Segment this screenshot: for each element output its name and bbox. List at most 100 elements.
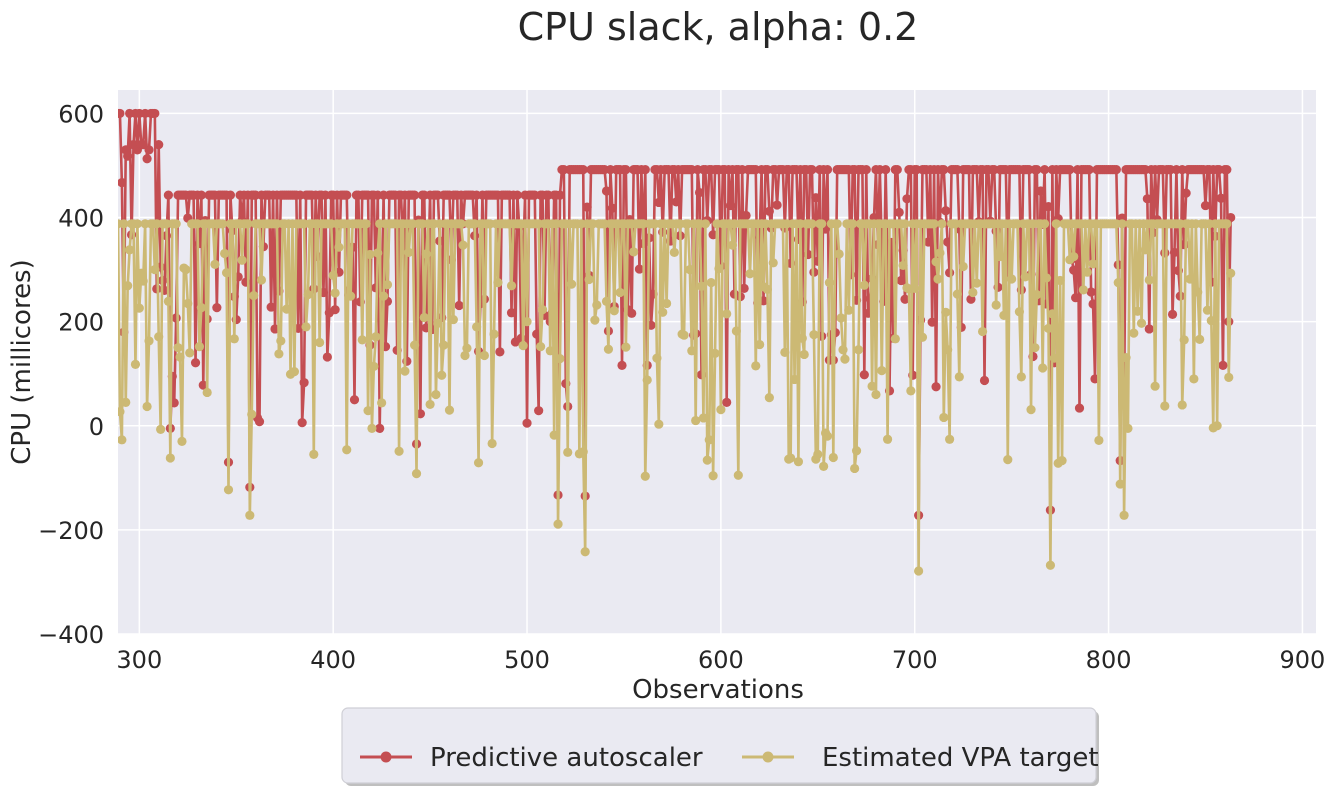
data-point [1084,165,1094,175]
data-point [282,304,292,314]
data-point [487,438,497,449]
data-point [731,326,741,336]
data-point [495,347,505,357]
data-point [939,412,949,423]
data-point [755,339,765,350]
data-point [935,248,945,258]
data-point [607,203,617,213]
data-point [943,345,953,355]
data-point [154,332,164,342]
data-point [1119,510,1129,520]
data-point [243,219,253,229]
data-point [163,296,173,306]
legend-item-vpa: Estimated VPA target [742,743,1099,773]
data-point [394,446,404,456]
data-point [563,447,573,457]
data-point [411,469,422,479]
data-point [929,219,939,229]
data-point [1115,479,1125,489]
data-point [1189,374,1199,384]
data-point [532,329,542,339]
legend-label-predictive: Predictive autoscaler [430,743,703,773]
data-point [906,386,916,396]
data-point [534,406,544,416]
data-point [297,418,307,428]
data-point [979,375,990,386]
data-point [460,350,470,361]
data-point [977,326,988,337]
data-point [361,219,371,229]
data-point [580,547,590,557]
data-point [914,566,924,576]
data-point [584,274,594,285]
data-point [221,268,232,278]
data-point [123,151,133,161]
data-point [274,349,284,359]
data-point [163,190,173,200]
data-point [832,219,842,229]
y-axis-label: CPU (millicores) [7,259,37,465]
data-point [1160,248,1170,258]
data-point [877,365,887,376]
data-point [923,237,933,247]
data-point [727,240,738,250]
data-point [609,306,619,316]
y-tick-labels: −400 −200 0 200 400 600 [38,100,104,649]
data-point [536,342,546,352]
data-point [545,346,555,356]
data-point [154,140,164,150]
data-point [931,382,941,392]
data-point [722,397,732,407]
data-point [454,300,464,311]
data-point [807,165,817,175]
data-point [1167,309,1178,319]
data-point [512,190,522,200]
data-point [196,303,206,313]
data-point [1160,401,1170,411]
data-point [954,372,964,382]
data-point [927,317,937,327]
data-point [472,322,482,332]
data-point [1057,456,1067,466]
data-point [662,298,672,309]
data-point [156,424,166,435]
data-point [400,366,410,376]
data-point [1144,275,1154,285]
data-point [365,249,375,260]
data-point [1043,323,1054,334]
data-point [555,354,565,364]
data-point [1179,335,1189,345]
legend-label-vpa: Estimated VPA target [822,743,1099,773]
data-point [1113,278,1123,288]
data-point [458,240,468,250]
data-point [144,145,154,155]
data-point [136,268,146,278]
data-point [249,291,259,301]
data-point [202,387,212,398]
data-point [995,251,1005,262]
data-point [786,453,796,463]
data-point [1003,455,1013,465]
data-point [716,405,726,415]
data-point [225,190,236,200]
data-point [764,206,774,216]
data-point [245,510,255,520]
data-point [196,190,206,200]
data-point [881,165,891,175]
data-point [627,308,637,318]
data-point [900,219,910,229]
data-point [685,265,695,275]
data-point [198,380,208,390]
data-point [1136,318,1147,328]
data-point [1150,381,1160,391]
data-point [1218,360,1228,370]
data-point [1200,200,1211,211]
data-point [671,197,681,207]
data-point [210,259,220,269]
data-point [817,219,827,229]
data-point [789,374,800,385]
data-point [1055,275,1065,286]
data-point [315,337,325,348]
x-tick-label: 300 [116,646,162,674]
